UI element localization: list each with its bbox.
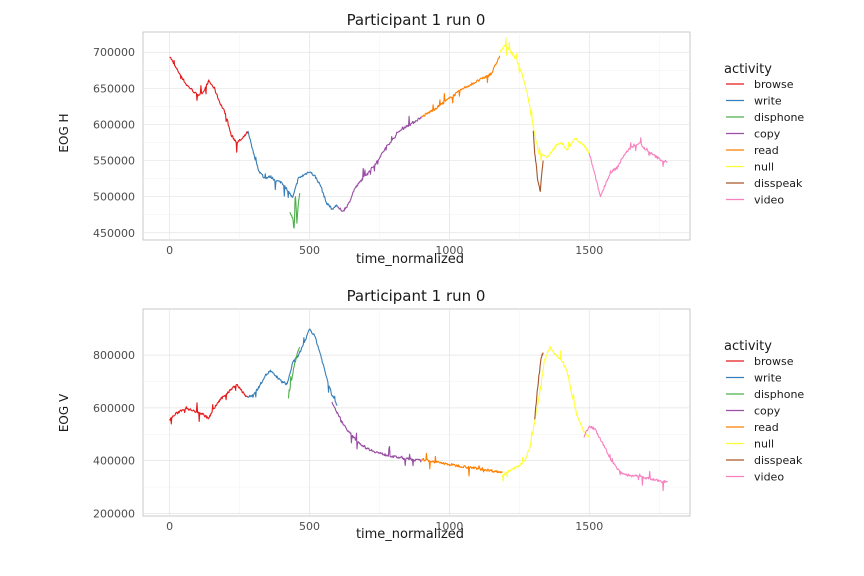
series-line-video xyxy=(583,425,668,492)
x-axis-title: time_normalized xyxy=(356,252,464,267)
series-line-disspeak xyxy=(532,130,544,192)
y-tick-label: 550000 xyxy=(93,155,135,168)
series-line-read xyxy=(421,452,503,477)
y-tick-label: 450000 xyxy=(93,227,135,240)
legend-label-browse: browse xyxy=(754,355,794,368)
series-line-browse xyxy=(169,383,249,425)
x-tick-label: 500 xyxy=(299,520,320,533)
y-tick-label: 650000 xyxy=(93,82,135,95)
x-tick-label: 0 xyxy=(166,520,173,533)
chart-title: Participant 1 run 0 xyxy=(347,11,486,29)
y-tick-label: 200000 xyxy=(93,507,135,520)
plot-panel xyxy=(142,308,691,517)
y-tick-label: 500000 xyxy=(93,191,135,204)
x-tick-label: 1000 xyxy=(435,244,463,257)
legend-title: activity xyxy=(724,62,772,77)
x-tick-label: 1500 xyxy=(575,520,603,533)
legend-label-disphone: disphone xyxy=(754,388,804,401)
y-axis-title: EOG V xyxy=(57,393,71,432)
plot-area: 0 500 1000 1500 200000 400000 600000 800000 xyxy=(93,308,691,533)
series-line-null xyxy=(499,37,590,161)
legend-label-disspeak: disspeak xyxy=(754,177,803,190)
legend-label-disphone: disphone xyxy=(754,111,804,124)
chart-eog-h: 0 500 1000 1500 450000 500000 550000 600000 6500… xyxy=(57,11,804,267)
y-tick-label: 800000 xyxy=(93,349,135,362)
legend-title: activity xyxy=(724,339,772,354)
x-tick-label: 1000 xyxy=(435,520,463,533)
legend-label-null: null xyxy=(754,161,774,174)
legend-label-copy: copy xyxy=(754,128,781,141)
chart-eog-v: 0 500 1000 1500 200000 400000 600000 800000 Par… xyxy=(57,287,804,542)
y-axis-title: EOG H xyxy=(57,113,71,152)
series-line-copy xyxy=(331,401,422,467)
series-line-video xyxy=(588,137,668,198)
series-line-disphone xyxy=(287,346,301,399)
legend-label-video: video xyxy=(754,194,784,207)
legend-label-disspeak: disspeak xyxy=(754,454,803,467)
legend-label-browse: browse xyxy=(754,78,794,91)
x-tick-label: 1500 xyxy=(575,244,603,257)
series-line-write xyxy=(247,130,338,210)
legend-label-null: null xyxy=(754,438,774,451)
legend-label-write: write xyxy=(754,95,782,108)
legend-label-video: video xyxy=(754,471,784,484)
y-tick-label: 700000 xyxy=(93,46,135,59)
x-axis-title: time_normalized xyxy=(356,527,464,542)
legend-label-read: read xyxy=(754,421,779,434)
series-line-browse xyxy=(169,56,249,153)
plot-panel xyxy=(142,31,691,241)
legend-label-copy: copy xyxy=(754,405,781,418)
chart-title: Participant 1 run 0 xyxy=(347,287,486,305)
x-tick-label: 500 xyxy=(299,244,320,257)
plot-area: 0 500 1000 1500 450000 500000 550000 600000 6500… xyxy=(93,31,691,257)
x-tick-label: 0 xyxy=(166,244,173,257)
series-line-write xyxy=(247,328,338,406)
legend-label-read: read xyxy=(754,144,779,157)
y-tick-label: 600000 xyxy=(93,118,135,131)
series-line-disspeak xyxy=(534,352,544,420)
legend-label-write: write xyxy=(754,372,782,385)
y-tick-label: 400000 xyxy=(93,455,135,468)
y-tick-label: 600000 xyxy=(93,402,135,415)
series-line-null xyxy=(501,345,590,482)
series-line-disphone xyxy=(289,193,301,229)
series-line-read xyxy=(420,55,501,119)
series-line-copy xyxy=(337,115,422,212)
